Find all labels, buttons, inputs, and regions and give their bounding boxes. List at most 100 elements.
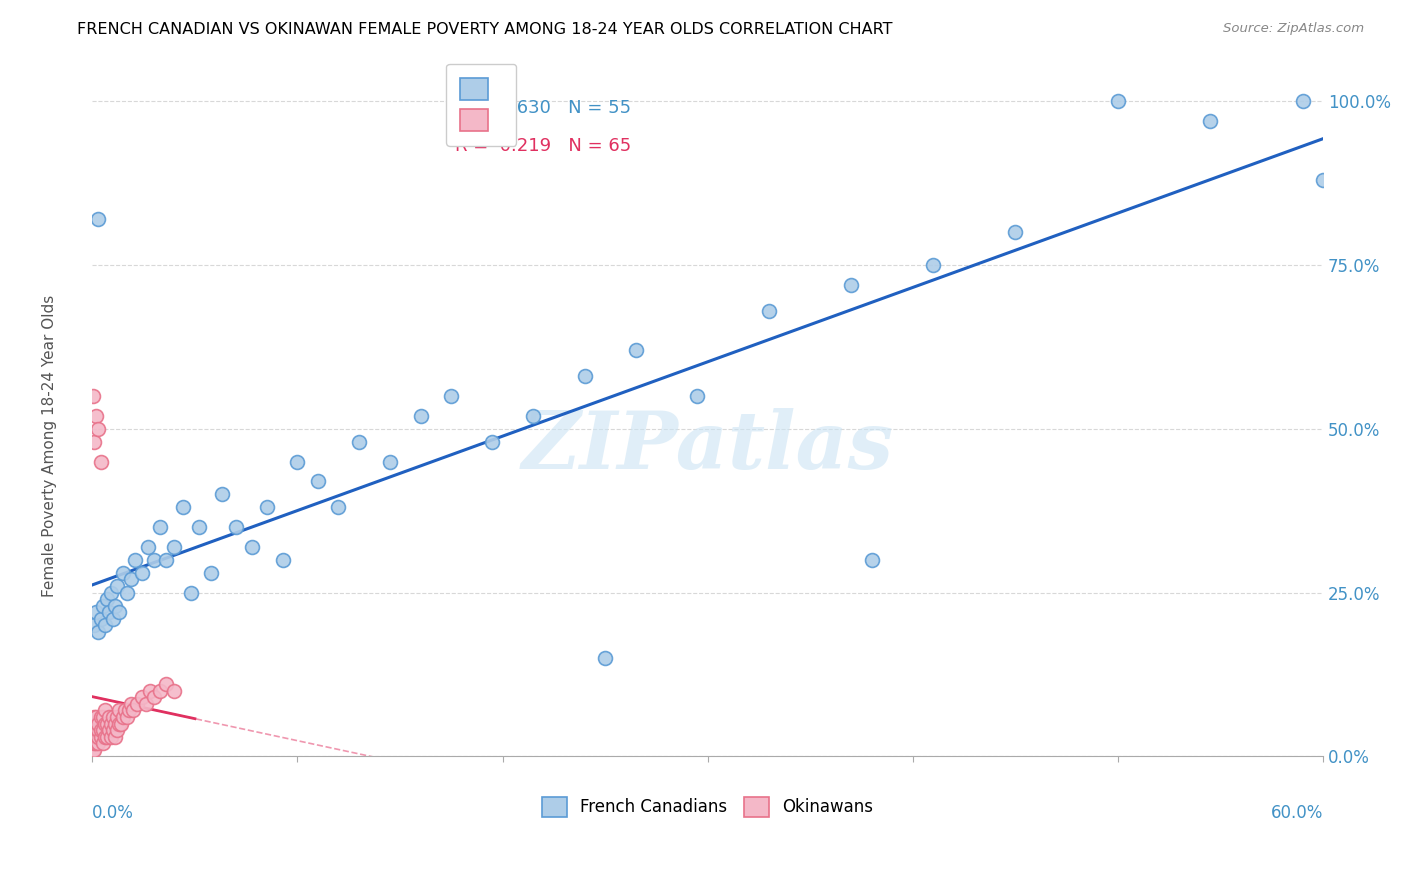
Point (225, 520, 247, 534)
Point (271, 553, 294, 567)
Point (149, 683, 172, 698)
Point (86, 409, 108, 423)
Point (93, 703, 115, 717)
Point (83, 730, 105, 744)
Point (104, 716, 127, 731)
Point (522, 409, 544, 423)
Point (83, 742, 105, 756)
Point (82, 389, 104, 403)
Point (83, 723, 105, 737)
Point (87, 736, 110, 750)
Point (114, 703, 136, 717)
Point (163, 683, 186, 698)
Point (93, 618, 115, 632)
Point (86, 723, 108, 737)
Point (409, 409, 432, 423)
Point (86, 736, 108, 750)
Point (120, 697, 142, 711)
Point (112, 710, 135, 724)
Point (758, 304, 780, 318)
Point (86, 730, 108, 744)
Point (127, 697, 149, 711)
Text: FRENCH CANADIAN VS OKINAWAN FEMALE POVERTY AMONG 18-24 YEAR OLDS CORRELATION CHA: FRENCH CANADIAN VS OKINAWAN FEMALE POVER… (77, 22, 893, 37)
Point (104, 730, 127, 744)
Point (287, 454, 309, 468)
Point (105, 723, 128, 737)
Point (1004, 225, 1026, 239)
Point (163, 540, 186, 554)
Point (91, 599, 114, 613)
Text: ZIPatlas: ZIPatlas (522, 408, 894, 485)
Point (87, 730, 110, 744)
Point (82, 723, 104, 737)
Point (90, 454, 112, 468)
Point (105, 710, 128, 724)
Point (105, 579, 128, 593)
Point (593, 651, 616, 665)
Point (104, 599, 127, 613)
Text: 60.0%: 60.0% (1271, 805, 1323, 822)
Point (91, 736, 114, 750)
Point (108, 605, 131, 619)
Point (328, 500, 350, 515)
Point (96, 730, 118, 744)
Point (1107, 95, 1129, 109)
Point (87, 422, 110, 436)
Point (240, 540, 263, 554)
Point (131, 566, 153, 580)
Point (149, 520, 172, 534)
Point (83, 716, 105, 731)
Point (142, 553, 165, 567)
Point (139, 683, 162, 698)
Point (172, 500, 194, 515)
Point (83, 434, 105, 449)
Point (82, 730, 104, 744)
Point (96, 592, 118, 607)
Point (256, 500, 278, 515)
Point (440, 389, 463, 403)
Point (83, 716, 105, 731)
Point (83, 736, 105, 750)
Point (347, 434, 370, 449)
Point (87, 624, 110, 639)
Point (155, 677, 177, 691)
Point (122, 703, 145, 717)
Point (1312, 173, 1334, 187)
Point (136, 540, 159, 554)
Point (83, 710, 105, 724)
Point (93, 716, 115, 731)
Point (112, 566, 135, 580)
Point (124, 553, 146, 567)
Point (100, 730, 122, 744)
Point (97, 723, 120, 737)
Point (101, 710, 124, 724)
Point (90, 723, 112, 737)
Point (83, 736, 105, 750)
Point (180, 585, 202, 599)
Point (93, 730, 115, 744)
Point (307, 474, 329, 488)
Point (97, 710, 120, 724)
Point (131, 690, 153, 705)
Point (120, 573, 142, 587)
Point (86, 716, 108, 731)
Point (142, 690, 165, 705)
Point (108, 703, 131, 717)
Point (86, 710, 108, 724)
Point (82, 742, 104, 756)
Text: Source: ZipAtlas.com: Source: ZipAtlas.com (1223, 22, 1364, 36)
Point (686, 389, 709, 403)
Point (115, 585, 138, 599)
Point (83, 730, 105, 744)
Point (90, 710, 112, 724)
Point (135, 697, 157, 711)
Point (100, 585, 122, 599)
Point (87, 212, 110, 227)
Text: 0.0%: 0.0% (93, 805, 134, 822)
Point (110, 716, 132, 731)
Point (378, 454, 401, 468)
Point (200, 566, 222, 580)
Point (87, 723, 110, 737)
Point (115, 710, 138, 724)
Point (1199, 114, 1222, 128)
